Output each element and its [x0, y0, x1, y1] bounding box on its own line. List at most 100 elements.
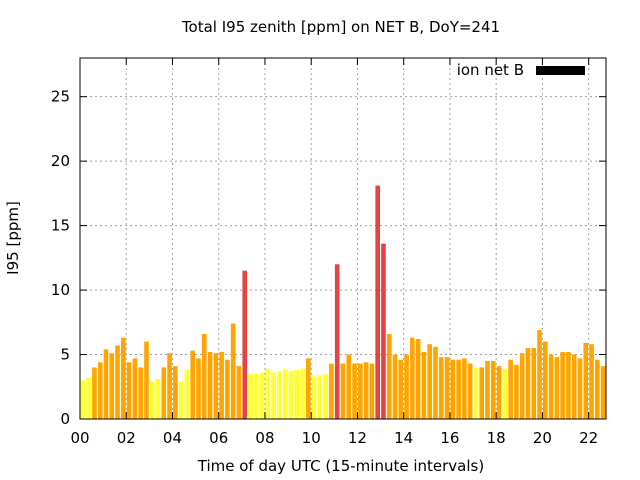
bar: [433, 346, 438, 419]
bar: [542, 341, 548, 419]
bar: [577, 358, 583, 419]
bar: [103, 349, 109, 419]
bar: [248, 373, 253, 419]
bar: [583, 342, 589, 419]
grid-lines: [80, 58, 606, 419]
bar: [467, 363, 473, 419]
bar: [294, 370, 300, 419]
y-tick-label: 10: [51, 281, 70, 299]
bar: [155, 379, 161, 419]
bar: [80, 380, 86, 419]
bar: [132, 358, 138, 419]
x-tick-label: 14: [394, 429, 413, 447]
bar: [178, 381, 184, 419]
bar: [514, 364, 519, 419]
bar: [589, 344, 594, 419]
x-tick-label: 22: [579, 429, 598, 447]
y-tick-label: 5: [60, 346, 70, 364]
bar: [300, 368, 305, 419]
bar: [531, 348, 537, 419]
bar: [490, 360, 496, 419]
bar: [144, 341, 149, 419]
x-tick-label: 12: [348, 429, 367, 447]
bar: [121, 337, 126, 419]
bar: [126, 362, 132, 419]
bar: [138, 367, 144, 419]
bar: [485, 360, 490, 419]
bar: [259, 372, 265, 419]
x-tick-label: 20: [533, 429, 552, 447]
bar: [519, 353, 525, 419]
bar: [427, 344, 433, 419]
bar: [600, 366, 606, 419]
bar: [242, 270, 248, 419]
bar: [161, 367, 167, 419]
y-axis-label: I95 [ppm]: [4, 201, 22, 275]
x-tick-label: 02: [117, 429, 136, 447]
x-tick-label: 08: [255, 429, 274, 447]
bar: [358, 363, 363, 419]
bar: [595, 359, 600, 419]
bar: [404, 354, 409, 419]
bar: [571, 354, 577, 419]
bar: [265, 368, 271, 419]
bar: [421, 351, 427, 419]
bar: [173, 366, 178, 419]
legend-label: ion net B: [457, 61, 524, 79]
bar: [323, 373, 328, 419]
bar: [525, 348, 531, 419]
bar: [369, 363, 375, 419]
bar: [386, 333, 392, 419]
x-axis-label: Time of day UTC (15-minute intervals): [197, 457, 484, 475]
bar: [554, 357, 560, 419]
bar: [306, 358, 311, 419]
x-tick-label: 16: [440, 429, 459, 447]
bar: [548, 354, 554, 419]
bar: [352, 363, 357, 419]
bar: [219, 351, 224, 419]
bar: [410, 337, 415, 419]
bar: [167, 353, 172, 419]
legend: ion net B: [457, 61, 585, 79]
bar: [346, 354, 352, 419]
bar: [190, 350, 196, 419]
x-tick-label: 10: [302, 429, 321, 447]
bar: [317, 375, 323, 419]
bar: [213, 353, 219, 419]
bars: [80, 185, 606, 419]
bar: [196, 358, 201, 419]
bar: [97, 362, 103, 419]
y-tick-label: 0: [60, 410, 70, 428]
x-tick-label: 06: [209, 429, 228, 447]
bar: [456, 359, 461, 419]
bar: [225, 359, 230, 419]
bar: [392, 354, 398, 419]
bar: [450, 359, 456, 419]
bar: [207, 351, 213, 419]
bar: [444, 357, 450, 419]
y-tick-label: 15: [51, 217, 70, 235]
bar: [340, 363, 346, 419]
bar: [201, 333, 207, 419]
bar: [230, 323, 236, 419]
bar: [311, 376, 317, 419]
bar: [375, 185, 380, 419]
bar: [184, 370, 190, 419]
bar: [271, 372, 276, 419]
x-tick-label: 18: [487, 429, 506, 447]
bar: [381, 243, 386, 419]
y-tick-label: 20: [51, 152, 70, 170]
bar: [462, 358, 467, 419]
bar: [508, 359, 513, 419]
bar: [277, 371, 282, 419]
bar: [473, 367, 479, 419]
chart-title: Total I95 zenith [ppm] on NET B, DoY=241: [181, 18, 500, 36]
legend-swatch: [536, 66, 585, 75]
bar: [496, 366, 502, 419]
bar: [334, 264, 340, 419]
bar: [398, 359, 404, 419]
bar: [329, 363, 334, 419]
x-tick-label: 04: [163, 429, 182, 447]
bar: [502, 368, 508, 419]
